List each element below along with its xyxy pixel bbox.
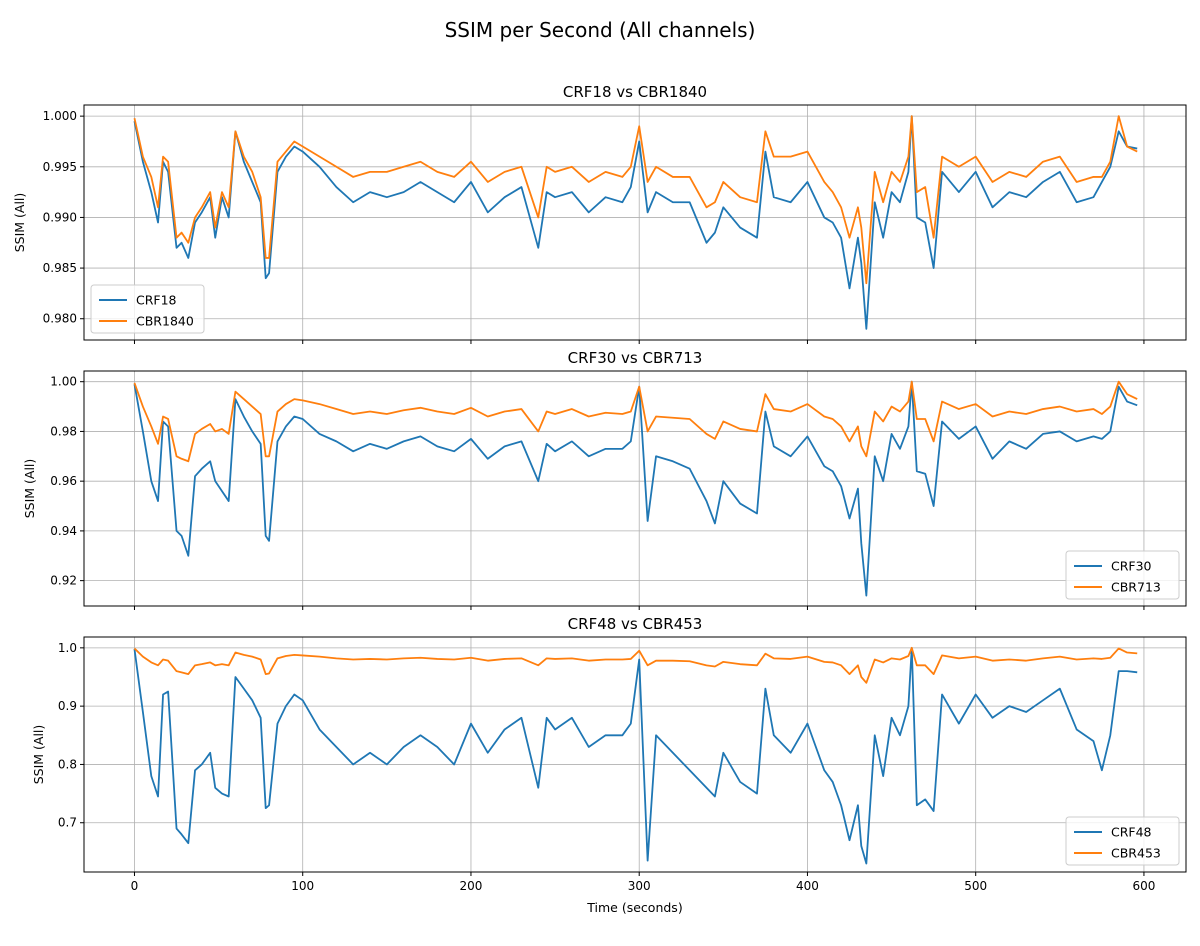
y-tick-label: 0.96 [50,474,77,488]
series-line-cbr1840 [133,115,1138,285]
x-tick-label: 600 [1132,879,1155,893]
y-tick-label: 1.0 [58,641,77,655]
y-tick-label: 0.985 [43,261,77,275]
y-tick-label: 1.00 [50,375,77,389]
y-tick-label: 0.7 [58,816,77,830]
axes-frame [83,370,1187,607]
y-tick-label: 0.9 [58,699,77,713]
y-tick-label: 0.990 [43,210,77,224]
y-axis-label: SSIM (All) [22,459,37,519]
series-line-crf48 [133,646,1138,865]
legend: CRF18 CBR1840 [90,284,205,334]
y-tick-label: 0.94 [50,524,77,538]
x-tick-label: 500 [964,879,987,893]
legend-label: CBR453 [1111,846,1161,861]
legend-label: CBR713 [1111,580,1161,595]
legend-label: CRF30 [1111,559,1152,574]
subplot-3: 0 100 200 300 400 500 600 0.7 0.8 0.9 1.0 CRF48 vs … [31,615,1187,915]
subplot-title: CRF18 vs CBR1840 [563,83,707,101]
y-axis-label: SSIM (All) [12,193,27,253]
x-tick-label: 0 [131,879,139,893]
series-line-cbr453 [133,646,1138,684]
x-tick-label: 300 [628,879,651,893]
legend: CRF30 CBR713 [1065,550,1180,600]
y-tick-label: 1.000 [43,109,77,123]
y-tick-label: 0.98 [50,424,77,438]
legend-label: CRF48 [1111,825,1152,840]
x-tick-label: 200 [460,879,483,893]
y-tick-label: 0.92 [50,574,77,588]
subplot-title: CRF48 vs CBR453 [568,615,703,633]
series-line-cbr713 [133,380,1138,463]
y-axis-label: SSIM (All) [31,725,46,785]
x-tick-label: 400 [796,879,819,893]
series-line-crf30 [133,380,1138,597]
subplot-2: 0.92 0.94 0.96 0.98 1.00 CRF30 vs CBR713 SSIM … [22,349,1187,610]
legend: CRF48 CBR453 [1065,816,1180,866]
axes-frame [83,104,1187,341]
legend-label: CRF18 [136,293,177,308]
subplot-1: 0.980 0.985 0.990 0.995 1.000 CRF18 vs CBR184… [12,83,1187,344]
x-tick-label: 100 [291,879,314,893]
subplot-title: CRF30 vs CBR713 [568,349,703,367]
figure-title: SSIM per Second (All channels) [445,18,756,42]
y-tick-label: 0.980 [43,312,77,326]
x-axis-label: Time (seconds) [586,900,682,915]
y-tick-label: 0.995 [43,160,77,174]
y-tick-label: 0.8 [58,757,77,771]
axes-frame [83,636,1187,873]
legend-label: CBR1840 [136,314,194,329]
series-line-crf18 [133,115,1138,330]
